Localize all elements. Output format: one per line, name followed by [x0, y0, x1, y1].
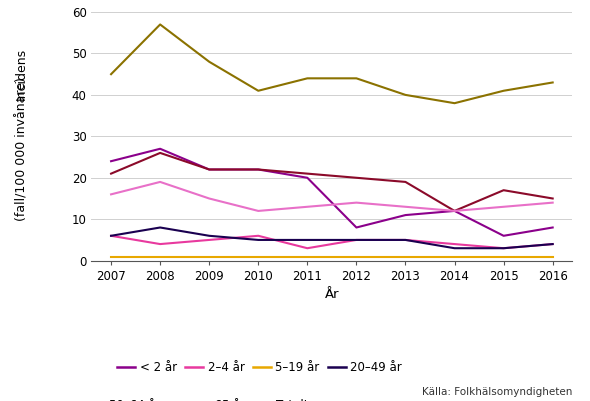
- Text: (fall/100 000 invånare): (fall/100 000 invånare): [15, 77, 28, 221]
- Legend: 50–64 år, >= 65 år, Totalt: 50–64 år, >= 65 år, Totalt: [81, 394, 313, 401]
- Text: Källa: Folkhälsomyndigheten: Källa: Folkhälsomyndigheten: [422, 387, 572, 397]
- Text: Incidens: Incidens: [15, 48, 28, 100]
- X-axis label: År: År: [324, 288, 339, 301]
